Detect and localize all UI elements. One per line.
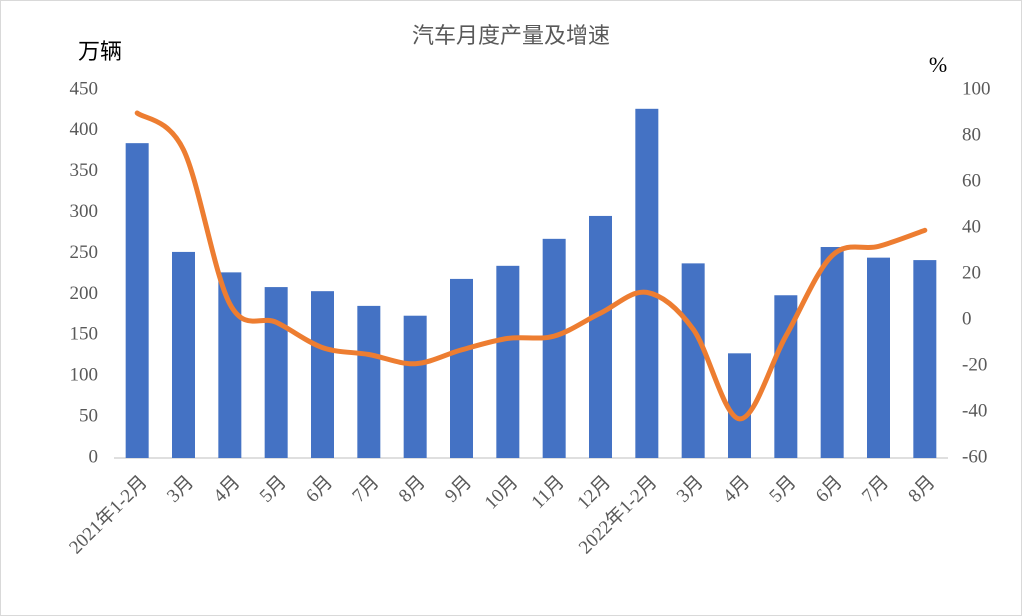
bar	[681, 263, 705, 458]
bar	[357, 305, 381, 458]
bar	[542, 238, 566, 458]
y-tick-label: 350	[70, 160, 99, 181]
y-tick-label: 50	[79, 405, 98, 426]
y2-tick-label: -20	[962, 354, 987, 375]
y-tick-label: 250	[70, 242, 99, 263]
y-tick-label: 0	[89, 446, 99, 467]
bar	[264, 287, 288, 458]
bar	[218, 272, 242, 458]
y2-tick-label: 0	[962, 308, 972, 329]
y2-tick-label: 80	[962, 124, 981, 145]
bar	[913, 260, 937, 458]
y-tick-label: 450	[70, 78, 99, 99]
y2-tick-label: -40	[962, 400, 987, 421]
y-tick-label: 200	[70, 283, 99, 304]
bar	[403, 315, 427, 458]
chart-title: 汽车月度产量及增速	[412, 23, 610, 48]
y-tick-label: 100	[70, 365, 99, 386]
bar	[635, 108, 659, 458]
y2-axis-label: %	[929, 52, 947, 77]
y-tick-label: 400	[70, 119, 99, 140]
y-axis-label: 万辆	[78, 39, 122, 64]
bar	[728, 353, 751, 458]
y2-tick-label: 40	[962, 216, 981, 237]
bar	[589, 215, 612, 458]
bar	[496, 265, 520, 458]
bar	[820, 247, 844, 458]
bar	[867, 257, 890, 458]
y-tick-label: 150	[70, 324, 99, 345]
bar	[450, 278, 473, 458]
line	[134, 110, 928, 422]
bar	[125, 143, 149, 458]
y2-tick-label: 20	[962, 262, 981, 283]
y2-tick-label: 60	[962, 170, 981, 191]
y-tick-label: 300	[70, 201, 99, 222]
y2-tick-label: -60	[962, 446, 987, 467]
bar	[774, 295, 798, 458]
bar	[311, 291, 334, 458]
bar	[172, 251, 195, 458]
y2-tick-label: 100	[962, 78, 991, 99]
